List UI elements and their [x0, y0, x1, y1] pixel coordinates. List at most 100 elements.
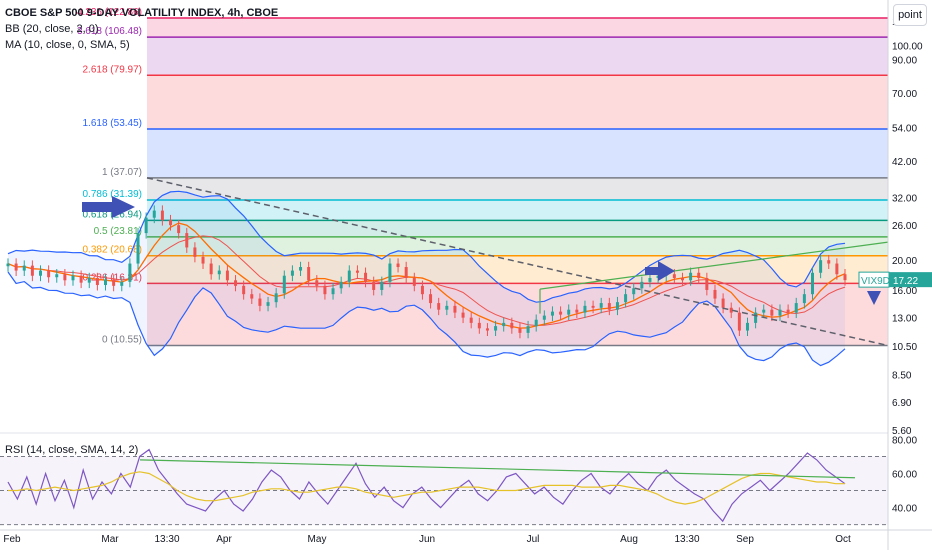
candle-body	[169, 220, 173, 226]
candle-body	[729, 307, 733, 313]
candle-body	[234, 280, 238, 286]
candle-body	[299, 267, 303, 271]
candle-body	[737, 312, 741, 331]
candle-body	[331, 288, 335, 295]
candle-body	[705, 277, 709, 290]
candle-body	[778, 309, 782, 316]
fib-zone	[147, 283, 888, 346]
candle-body	[640, 281, 644, 289]
time-axis-tick: Apr	[216, 534, 232, 545]
time-axis-tick: 13:30	[154, 534, 179, 545]
time-axis-tick: 13:30	[674, 534, 699, 545]
price-axis-tick: 100.00	[892, 41, 923, 52]
candle-body	[494, 326, 498, 331]
candle-body	[209, 263, 213, 275]
candle-body	[754, 312, 758, 323]
candle-body	[39, 270, 43, 276]
rsi-axis-tick: 80.00	[892, 435, 917, 446]
candle-body	[160, 210, 164, 221]
candle-body	[469, 317, 473, 323]
candle-body	[762, 309, 766, 313]
rsi-line	[7, 448, 846, 523]
candle-body	[71, 275, 75, 281]
price-scale-mode-button[interactable]: point	[893, 4, 927, 26]
chart-legend: CBOE S&P 500 9-DAY VOLATILITY INDEX, 4h,…	[5, 5, 278, 53]
candle-body	[112, 279, 116, 286]
candle-body	[559, 311, 563, 315]
fib-label: 3.618 (106.48)	[77, 26, 142, 37]
candle-body	[258, 298, 262, 306]
candle-body	[697, 272, 701, 278]
time-axis-tick: Jun	[419, 534, 435, 545]
arrow-right-icon	[82, 196, 135, 218]
candle-body	[445, 305, 449, 310]
candle-body	[339, 281, 343, 289]
candle-body	[843, 274, 847, 281]
candle-body	[136, 233, 140, 264]
candle-body	[591, 305, 595, 308]
candle-body	[770, 309, 774, 316]
candle-body	[201, 256, 205, 264]
fib-zone	[147, 177, 888, 201]
candle-body	[185, 233, 189, 248]
fib-label: 1.618 (53.45)	[83, 118, 143, 129]
rsi-trendline	[139, 459, 856, 479]
bb-indicator-label[interactable]: BB (20, close, 2, 0)	[5, 23, 99, 35]
candle-body	[689, 272, 693, 281]
ma-indicator-label[interactable]: MA (10, close, 0, SMA, 5)	[5, 39, 130, 51]
candle-body	[364, 272, 368, 282]
fib-label: 4.236 (122.86)	[77, 7, 142, 18]
candle-body	[420, 285, 424, 295]
price-axis-tick: 10.50	[892, 342, 917, 353]
candle-body	[242, 285, 246, 295]
candle-body	[250, 294, 254, 299]
candle-body	[542, 315, 546, 320]
price-axis-tick: 16.00	[892, 286, 917, 297]
rsi-indicator-label[interactable]: RSI (14, close, SMA, 14, 2)	[5, 444, 139, 456]
last-price-label: 17.22	[893, 276, 918, 287]
candle-body	[388, 263, 392, 282]
time-axis-tick: May	[308, 534, 327, 545]
price-axis-tick: 54.00	[892, 124, 917, 135]
candle-body	[396, 263, 400, 268]
candle-body	[6, 263, 10, 267]
candle-body	[429, 294, 433, 304]
price-axis-tick: 90.00	[892, 56, 917, 67]
candle-body	[607, 303, 611, 310]
candle-body	[323, 285, 327, 295]
candle-body	[30, 265, 34, 276]
chart-title[interactable]: CBOE S&P 500 9-DAY VOLATILITY INDEX, 4h,…	[5, 7, 279, 19]
candle-body	[152, 210, 156, 218]
rsi-ma-line	[8, 471, 845, 505]
candle-body	[510, 322, 514, 329]
fib-zone	[147, 37, 888, 76]
candle-body	[104, 279, 108, 286]
candle-body	[14, 263, 18, 271]
candle-body	[412, 277, 416, 286]
candle-body	[583, 305, 587, 313]
candle-body	[274, 293, 278, 303]
price-axis-tick: 8.50	[892, 370, 912, 381]
fib-label: 2.618 (79.97)	[83, 64, 143, 75]
ascending-trendline	[539, 241, 889, 290]
candle-body	[225, 270, 229, 281]
fib-zone	[147, 75, 888, 130]
candle-body	[575, 309, 579, 313]
candle-body	[290, 270, 294, 276]
last-price-tag	[889, 272, 932, 288]
time-axis-tick: Mar	[101, 534, 119, 545]
fib-label: 0.382 (20.68)	[83, 245, 143, 256]
candle-body	[282, 275, 286, 294]
candle-body	[55, 274, 59, 278]
time-axis-tick: Sep	[736, 534, 754, 545]
price-axis-tick: 26.00	[892, 221, 917, 232]
candle-body	[22, 265, 26, 271]
price-axis-tick: 32.00	[892, 193, 917, 204]
time-axis-tick: Feb	[3, 534, 21, 545]
price-axis-tick: 6.90	[892, 398, 912, 409]
candle-body	[144, 217, 148, 234]
candle-body	[347, 270, 351, 282]
candle-body	[810, 272, 814, 295]
fib-zone	[147, 220, 888, 237]
